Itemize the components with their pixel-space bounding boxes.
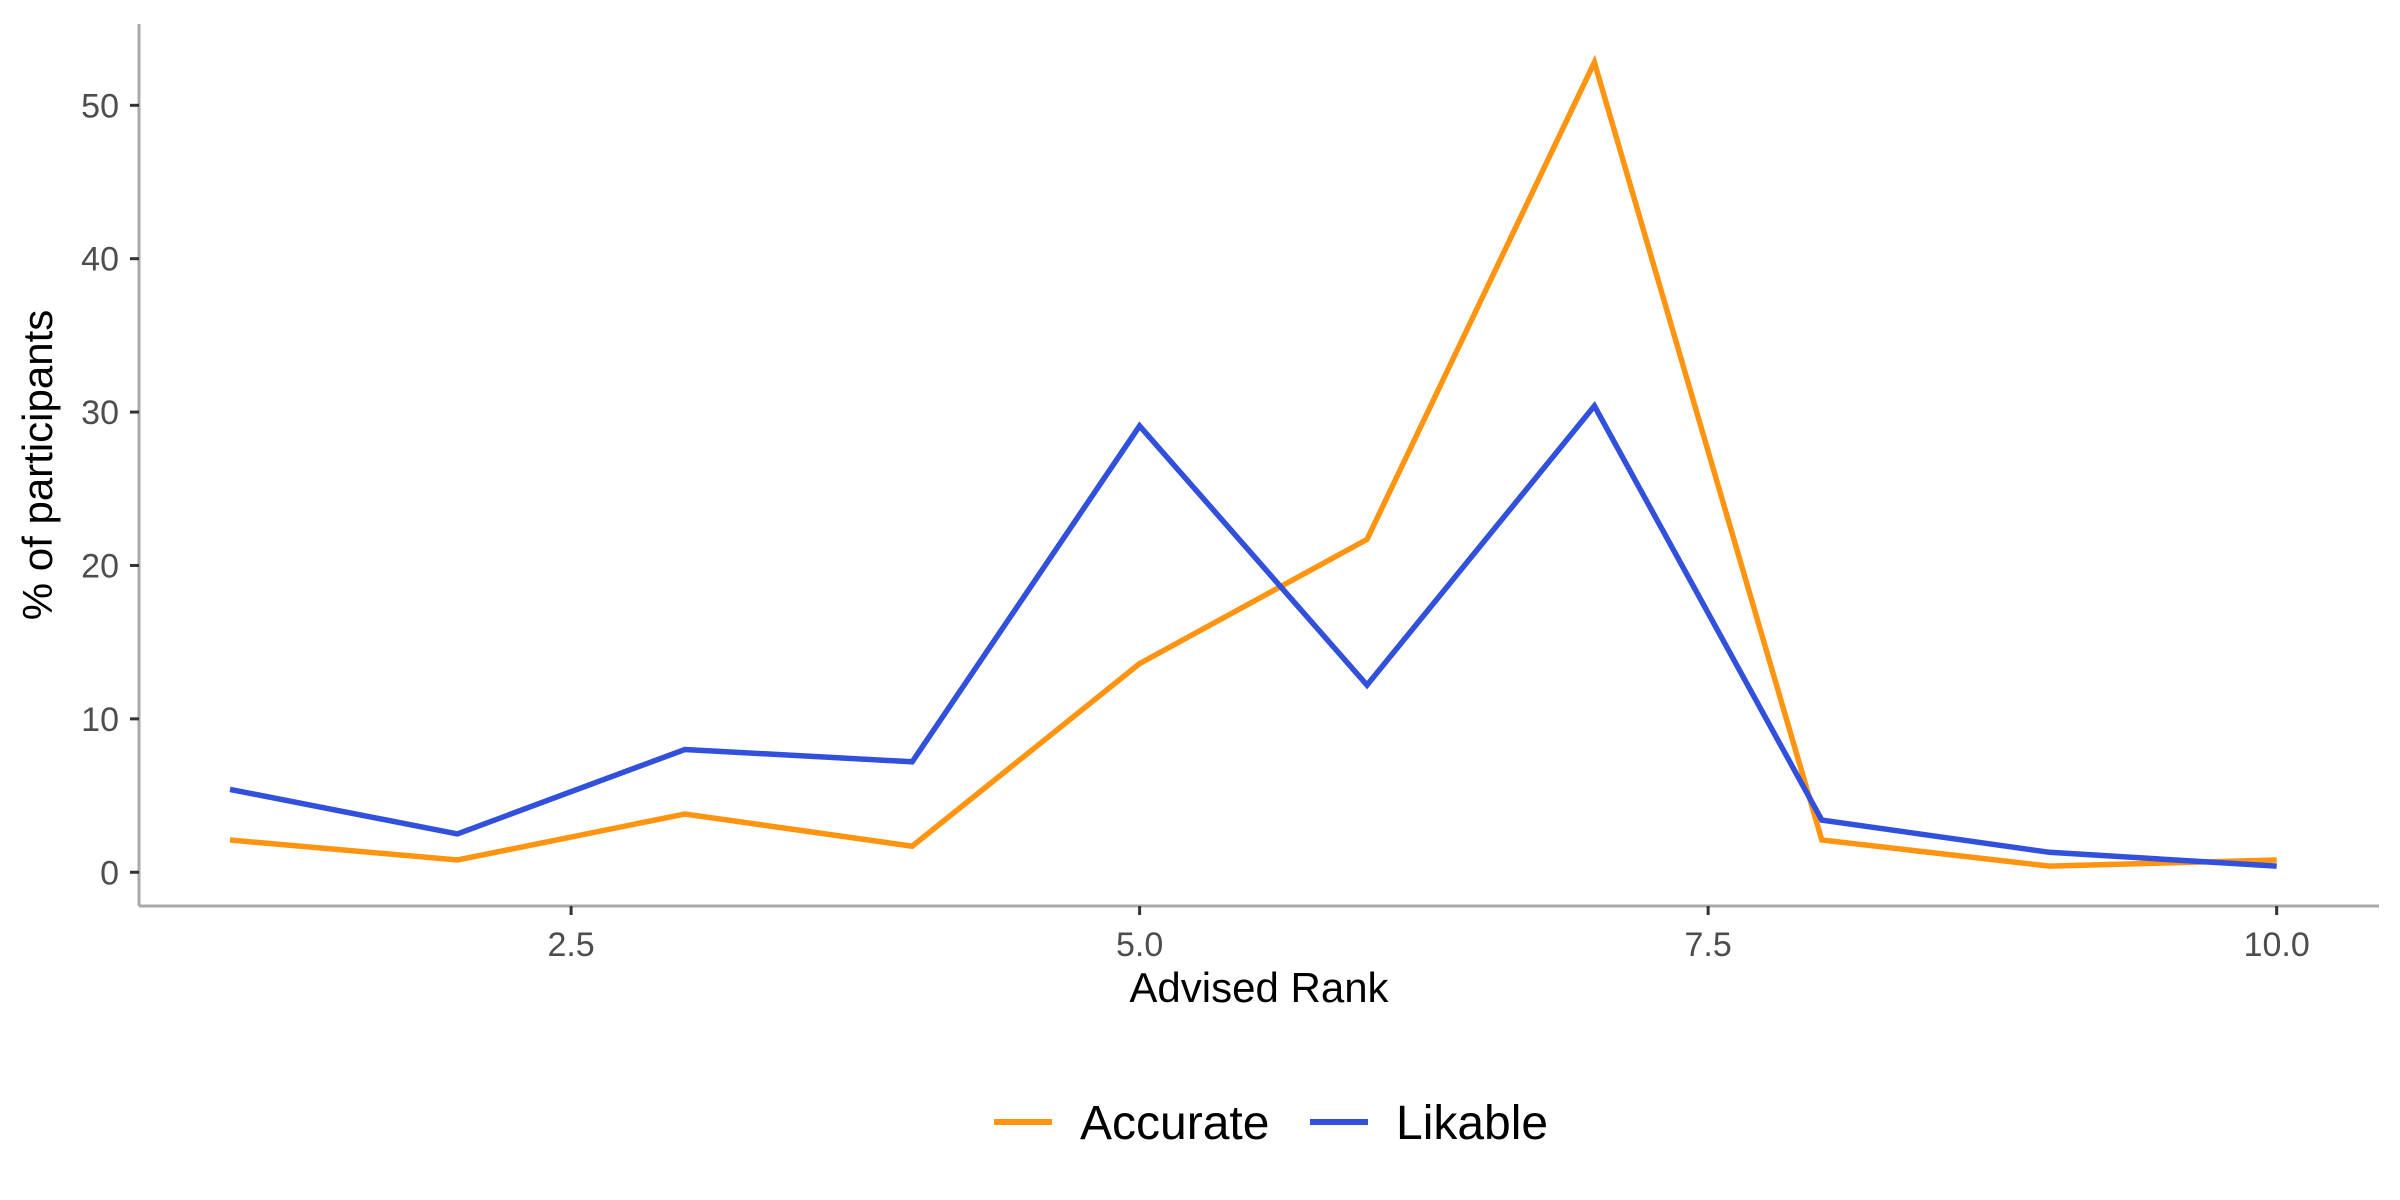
x-tick-label: 2.5 (547, 926, 594, 964)
y-tick-label: 20 (81, 547, 119, 585)
x-tick-label: 10.0 (2244, 926, 2310, 964)
y-tick-label: 50 (81, 87, 119, 125)
tick-layer: 0 10 20 30 40 50 2.5 5.0 7.5 10.0 (81, 87, 2310, 964)
series-line-accurate (229, 54, 2277, 869)
series-line-likable (229, 400, 2277, 869)
x-tick-label: 5.0 (1116, 926, 1163, 964)
legend-label-likable: Likable (1396, 1097, 1548, 1150)
x-tick-label: 7.5 (1685, 926, 1732, 964)
legend-label-accurate: Accurate (1080, 1097, 1269, 1150)
series-layer (229, 54, 2277, 869)
y-axis-title: % of participants (14, 310, 61, 621)
y-tick-label: 30 (81, 394, 119, 432)
y-tick-label: 40 (81, 241, 119, 279)
y-tick-label: 10 (81, 701, 119, 739)
y-tick-label: 0 (100, 854, 119, 892)
x-axis-title: Advised Rank (1129, 964, 1389, 1011)
axes (137, 24, 2379, 908)
legend: Accurate Likable (994, 1097, 1548, 1150)
